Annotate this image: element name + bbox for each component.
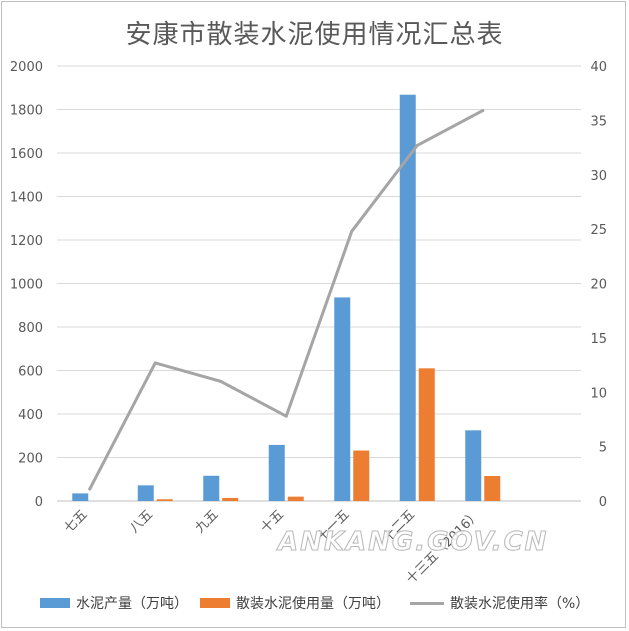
left-axis-tick-label: 1400 — [10, 191, 43, 206]
legend-label: 水泥产量（万吨） — [76, 596, 188, 612]
bar-bulk-cement-usage — [418, 368, 435, 501]
legend-item-cement-output: 水泥产量（万吨） — [40, 592, 188, 614]
x-axis-category-label: 八五 — [127, 507, 156, 536]
legend-line — [410, 601, 444, 605]
right-axis-tick-label: 40 — [590, 60, 607, 75]
right-axis-tick-label: 25 — [590, 223, 607, 238]
left-axis-tick-label: 200 — [18, 452, 43, 467]
bar-cement-output — [399, 94, 416, 502]
left-axis-tick-label: 1000 — [10, 278, 43, 293]
legend-label: 散装水泥使用率（%） — [450, 596, 590, 612]
left-axis-tick-label: 1200 — [10, 234, 43, 249]
right-axis-tick-label: 10 — [590, 386, 607, 401]
bar-bulk-cement-usage — [287, 496, 304, 501]
usage-rate-point — [415, 143, 419, 147]
usage-rate-point — [481, 109, 485, 113]
left-axis-tick-label: 2000 — [10, 60, 43, 75]
x-axis-category-label: 七五 — [62, 507, 91, 536]
bar-bulk-cement-usage — [353, 450, 370, 501]
bar-cement-output — [203, 475, 220, 501]
bar-cement-output — [465, 430, 482, 501]
right-axis-ticks: 0 5 10 15 20 25 30 35 40 — [590, 60, 607, 510]
bar-cement-output — [137, 485, 154, 501]
left-axis-tick-label: 600 — [18, 365, 43, 380]
right-axis-tick-label: 30 — [590, 169, 607, 184]
left-axis-tick-label: 400 — [18, 408, 43, 423]
left-axis-tick-label: 800 — [18, 321, 43, 336]
legend-item-bulk-cement-usage: 散装水泥使用量（万吨） — [200, 592, 390, 614]
bar-bulk-cement-usage — [222, 497, 239, 501]
legend-swatch — [200, 598, 230, 608]
left-axis-tick-label: 0 — [35, 495, 43, 510]
right-axis-tick-label: 35 — [590, 114, 607, 129]
right-axis-tick-label: 5 — [599, 441, 607, 456]
bars — [72, 94, 501, 502]
usage-rate-point — [350, 229, 354, 233]
right-axis-tick-label: 0 — [599, 495, 607, 510]
bar-cement-output — [268, 444, 285, 501]
bar-bulk-cement-usage — [484, 475, 501, 501]
left-axis-tick-label: 1600 — [10, 147, 43, 162]
usage-rate-point — [88, 487, 92, 491]
legend: 水泥产量（万吨） 散装水泥使用量（万吨） 散装水泥使用率（%） — [0, 592, 629, 616]
right-axis-tick-label: 15 — [590, 332, 607, 347]
usage-rate-point — [219, 379, 223, 383]
legend-swatch — [40, 598, 70, 608]
usage-rate-line — [88, 109, 485, 491]
left-axis-ticks: 0 200 400 600 800 1000 1200 1400 1600 1800 2000 — [10, 60, 43, 510]
usage-rate-point — [284, 414, 288, 418]
legend-label: 散装水泥使用量（万吨） — [236, 596, 390, 612]
watermark: ANKANG.GOV.CN — [277, 527, 549, 558]
bar-bulk-cement-usage — [156, 499, 173, 501]
legend-item-usage-rate: 散装水泥使用率（%） — [410, 592, 589, 614]
left-axis-tick-label: 1800 — [10, 104, 43, 119]
bar-cement-output — [334, 297, 351, 501]
x-axis-category-label: 九五 — [193, 507, 222, 536]
chart-title: 安康市散装水泥使用情况汇总表 — [125, 20, 504, 50]
right-axis-tick-label: 20 — [590, 278, 607, 293]
bar-cement-output — [72, 493, 89, 501]
usage-rate-point — [153, 361, 157, 365]
gridlines — [57, 65, 581, 502]
